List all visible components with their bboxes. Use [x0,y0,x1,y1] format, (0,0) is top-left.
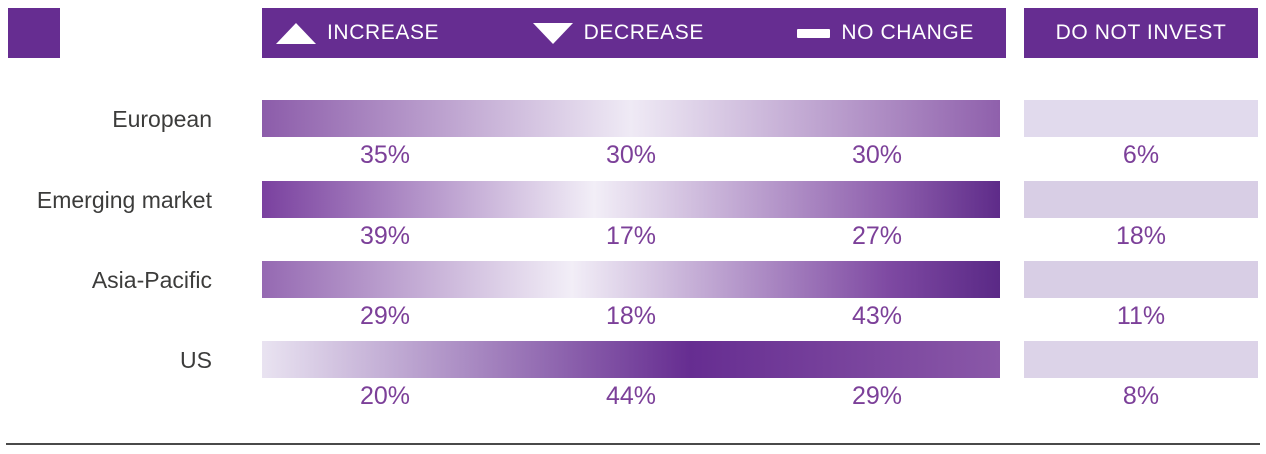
do-not-invest-bar [1024,261,1258,298]
increase-value: 35% [359,141,411,169]
sentiment-gradient-bar [262,181,1000,218]
decrease-value: 30% [605,141,657,169]
increase-value: 39% [359,222,411,250]
category-label: Emerging market [36,186,212,213]
decrease-value: 18% [605,302,657,330]
category-label: US [180,346,212,373]
do-not-invest-value: 11% [1116,302,1166,330]
no-change-value: 30% [851,141,903,169]
do-not-invest-value: 18% [1115,222,1167,250]
no-change-dash-icon [797,28,831,38]
bottom-rule [6,443,1260,445]
decrease-triangle-down-icon [532,22,573,44]
chart-row-emerging-market: Emerging market 39% 17% 27% 18% [0,181,1266,255]
category-label: European [112,105,212,132]
chart-row-us: US 20% 44% 29% 8% [0,341,1266,415]
sentiment-gradient-bar [262,100,1000,137]
increase-value: 29% [359,302,411,330]
increase-triangle-up-icon [276,22,316,44]
increase-value: 20% [359,382,411,410]
legend-no-change: NO CHANGE [797,21,974,45]
do-not-invest-bar [1024,181,1258,218]
sentiment-gradient-bar [262,341,1000,378]
do-not-invest-value: 6% [1122,141,1160,169]
chart-row-asia-pacific: Asia-Pacific 29% 18% 43% 11% [0,261,1266,335]
legend-decrease: DECREASE [532,21,704,45]
legend-decrease-label: DECREASE [583,21,704,44]
chart-row-european: European 35% 30% 30% 6% [0,100,1266,174]
category-label: Asia-Pacific [91,266,212,293]
legend-no-change-label: NO CHANGE [841,21,974,44]
chart-legend: INCREASE DECREASE NO CHANGE [262,8,1006,58]
decrease-value: 44% [605,382,657,410]
no-change-value: 29% [851,382,903,410]
sentiment-gradient-bar [262,261,1000,298]
corner-block [8,8,60,58]
do-not-invest-value: 8% [1122,382,1160,410]
no-change-value: 27% [851,222,903,250]
do-not-invest-bar [1024,341,1258,378]
do-not-invest-bar [1024,100,1258,137]
legend-increase-label: INCREASE [327,21,440,44]
do-not-invest-header: DO NOT INVEST [1024,8,1258,58]
no-change-value: 43% [851,302,903,330]
decrease-value: 17% [605,222,657,250]
do-not-invest-header-label: DO NOT INVEST [1055,21,1227,44]
legend-increase: INCREASE [276,21,439,45]
